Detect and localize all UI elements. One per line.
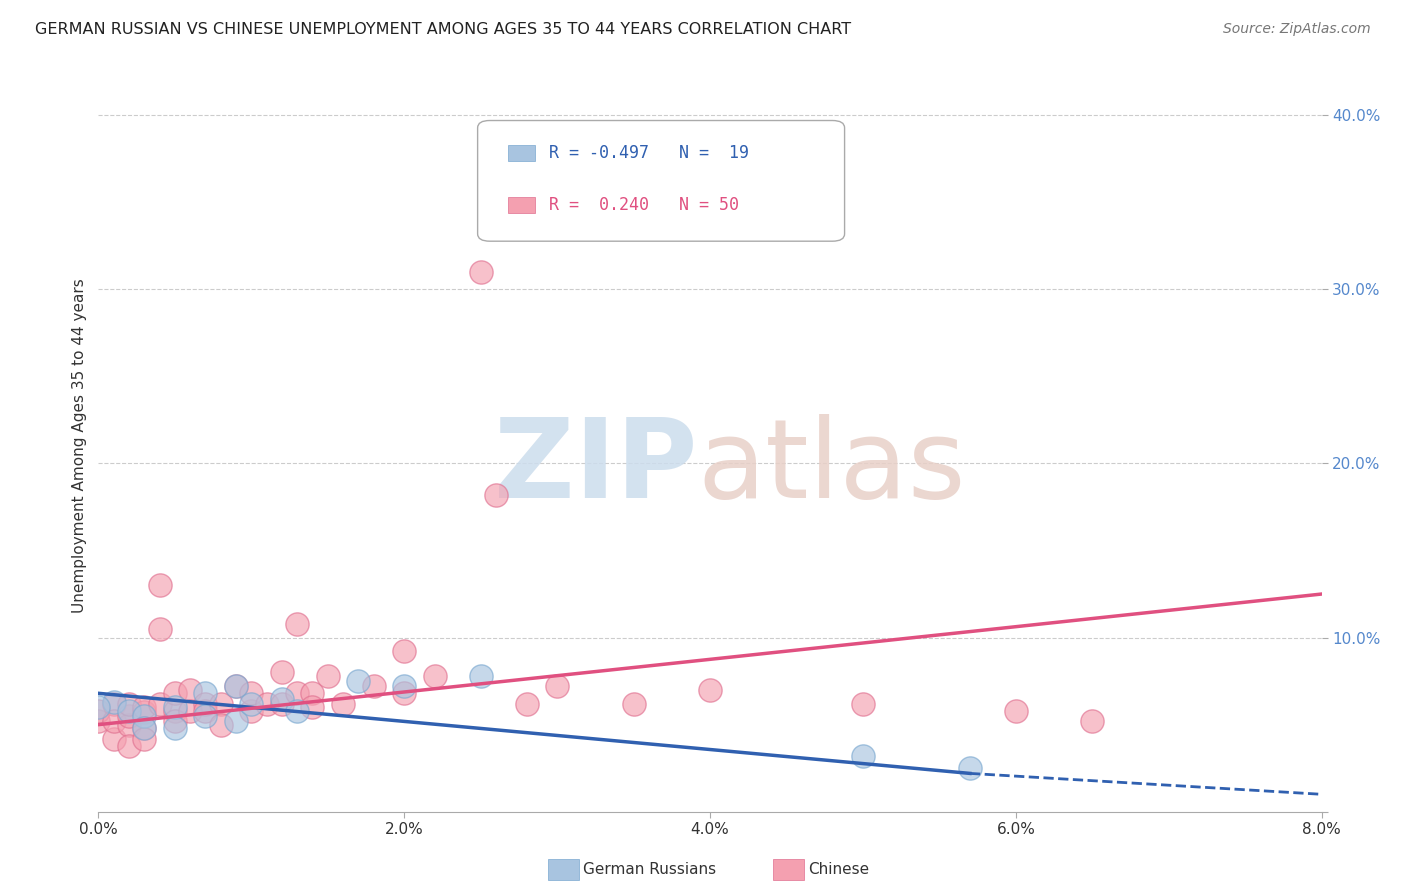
Point	[392, 686, 416, 700]
Point	[134, 706, 156, 720]
Point	[1081, 714, 1104, 728]
Point	[852, 749, 875, 764]
Point	[240, 686, 263, 700]
Point	[1004, 704, 1026, 718]
Point	[270, 697, 294, 711]
FancyBboxPatch shape	[478, 120, 845, 241]
Y-axis label: Unemployment Among Ages 35 to 44 years: Unemployment Among Ages 35 to 44 years	[72, 278, 87, 614]
Point	[87, 714, 110, 728]
Point	[392, 644, 416, 658]
Text: ZIP: ZIP	[495, 415, 697, 522]
Point	[194, 697, 217, 711]
Point	[270, 691, 294, 706]
Point	[270, 665, 294, 680]
Point	[209, 697, 232, 711]
Bar	[508, 196, 536, 212]
Point	[225, 714, 247, 728]
Point	[470, 669, 492, 683]
Point	[149, 622, 172, 636]
Point	[285, 704, 308, 718]
Point	[118, 739, 141, 753]
Point	[163, 714, 186, 728]
Point	[118, 697, 141, 711]
Point	[423, 669, 446, 683]
Point	[179, 682, 201, 697]
Point	[134, 731, 156, 746]
Text: R =  0.240   N = 50: R = 0.240 N = 50	[548, 195, 738, 213]
Point	[301, 686, 323, 700]
Text: atlas: atlas	[697, 415, 966, 522]
Point	[134, 721, 156, 735]
Point	[194, 686, 217, 700]
Point	[225, 679, 247, 693]
Point	[392, 679, 416, 693]
Point	[240, 697, 263, 711]
Point	[699, 682, 721, 697]
Point	[285, 616, 308, 631]
Point	[163, 686, 186, 700]
Point	[103, 695, 125, 709]
Point	[149, 697, 172, 711]
Point	[103, 731, 125, 746]
Text: GERMAN RUSSIAN VS CHINESE UNEMPLOYMENT AMONG AGES 35 TO 44 YEARS CORRELATION CHA: GERMAN RUSSIAN VS CHINESE UNEMPLOYMENT A…	[35, 22, 851, 37]
Point	[103, 697, 125, 711]
Point	[118, 709, 141, 723]
Point	[163, 721, 186, 735]
Point	[285, 686, 308, 700]
Point	[301, 700, 323, 714]
Text: Chinese: Chinese	[808, 863, 869, 877]
Text: German Russians: German Russians	[583, 863, 717, 877]
Point	[134, 709, 156, 723]
Bar	[508, 145, 536, 161]
Point	[240, 704, 263, 718]
Point	[134, 721, 156, 735]
Point	[316, 669, 339, 683]
Point	[87, 704, 110, 718]
Point	[194, 709, 217, 723]
Point	[347, 674, 370, 689]
Point	[485, 488, 508, 502]
Text: R = -0.497   N =  19: R = -0.497 N = 19	[548, 145, 748, 162]
Point	[470, 265, 492, 279]
Point	[209, 717, 232, 731]
Point	[103, 714, 125, 728]
Point	[256, 697, 278, 711]
Point	[118, 717, 141, 731]
Point	[87, 700, 110, 714]
Point	[163, 700, 186, 714]
Point	[516, 697, 538, 711]
Point	[179, 704, 201, 718]
Point	[623, 697, 645, 711]
Point	[546, 679, 568, 693]
Point	[118, 704, 141, 718]
Point	[149, 578, 172, 592]
Text: Source: ZipAtlas.com: Source: ZipAtlas.com	[1223, 22, 1371, 37]
Point	[363, 679, 385, 693]
Point	[852, 697, 875, 711]
Point	[194, 704, 217, 718]
Point	[134, 700, 156, 714]
Point	[225, 679, 247, 693]
Point	[163, 704, 186, 718]
Point	[959, 761, 981, 775]
Point	[332, 697, 354, 711]
